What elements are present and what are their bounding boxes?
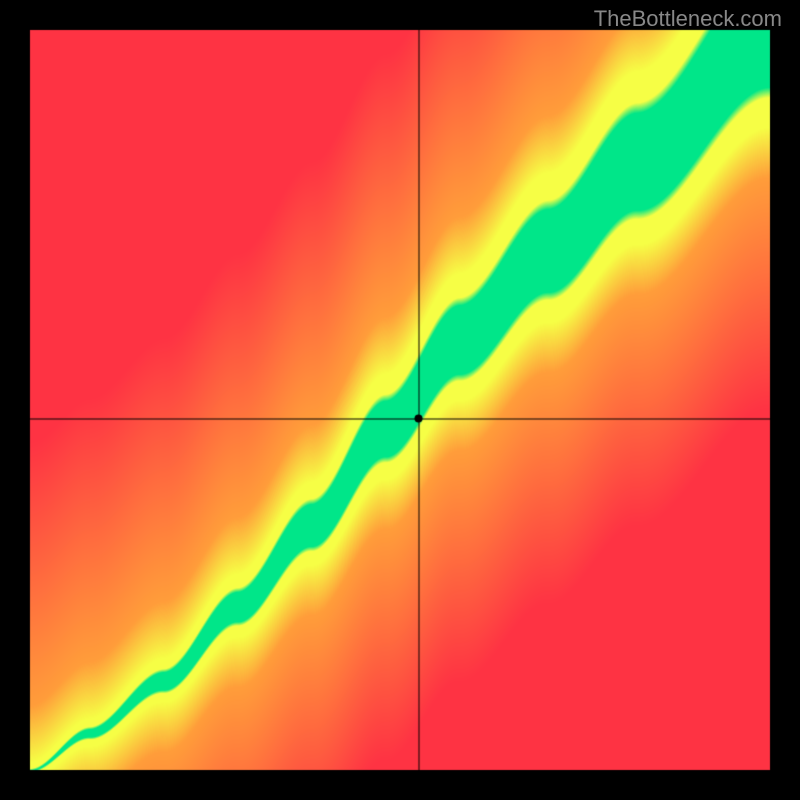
chart-container: TheBottleneck.com (0, 0, 800, 800)
heatmap-canvas (0, 0, 800, 800)
watermark-text: TheBottleneck.com (594, 6, 782, 32)
